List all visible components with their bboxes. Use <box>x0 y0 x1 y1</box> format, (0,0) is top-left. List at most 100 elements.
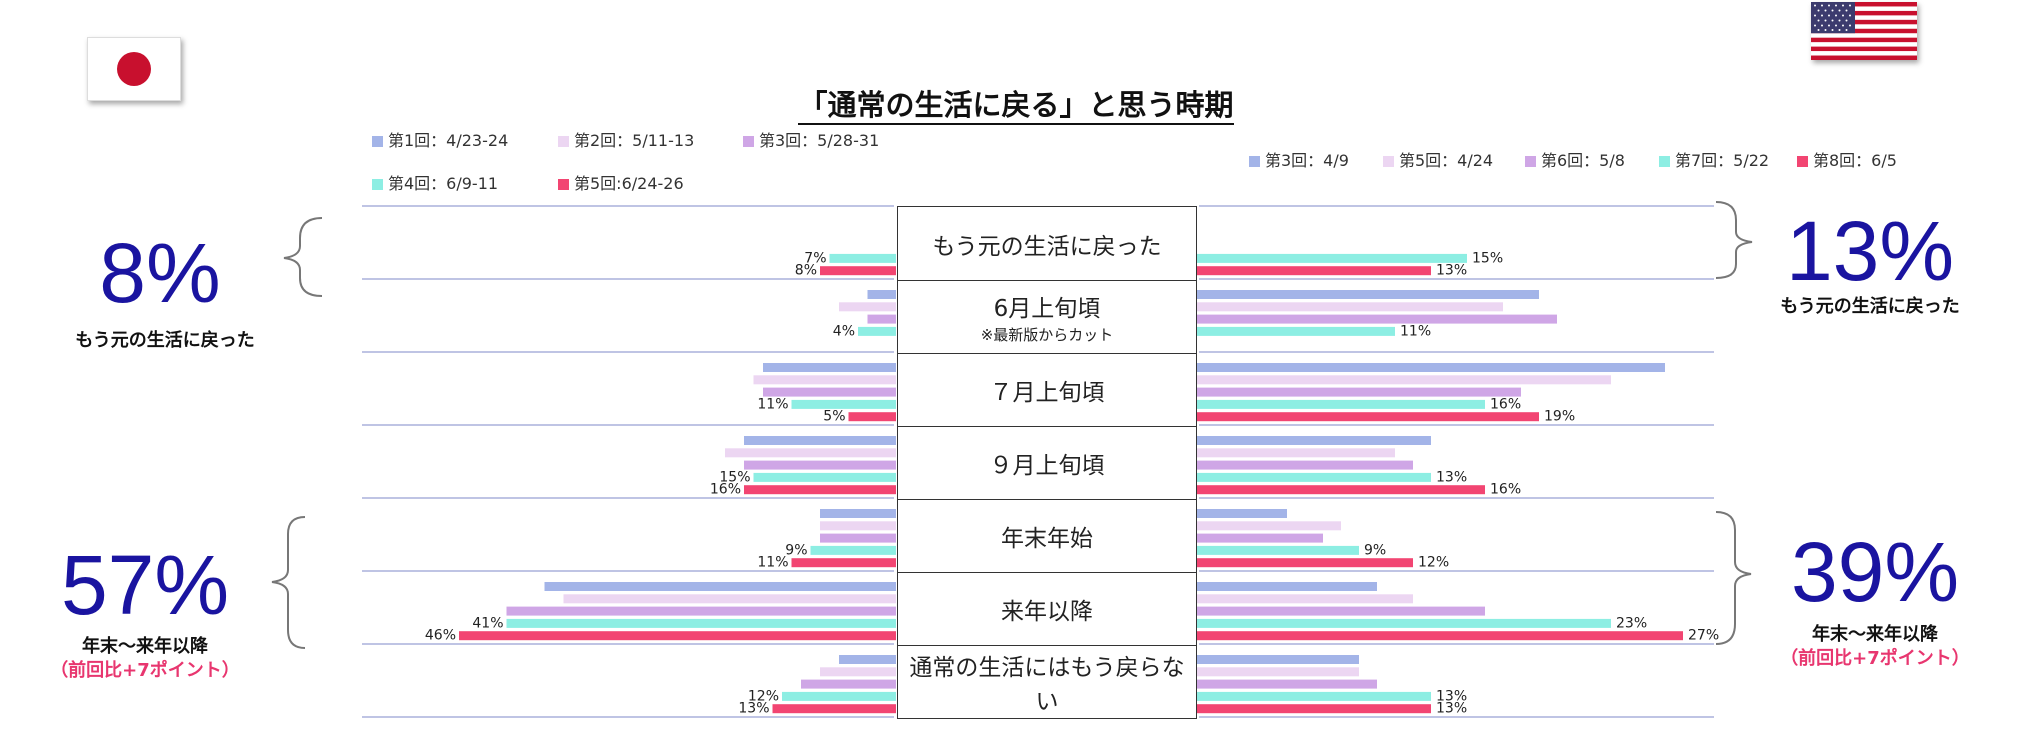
bar-jp <box>782 691 896 701</box>
brace-left-bottom <box>271 516 306 649</box>
bar-jp <box>791 399 896 409</box>
data-label-jp: 16% <box>710 482 741 498</box>
bar-us <box>1197 521 1341 531</box>
category-note: ※最新版からカット <box>980 326 1114 344</box>
data-label-us: 23% <box>1616 615 1647 631</box>
bar-us <box>1197 667 1359 677</box>
bar-us <box>1197 631 1683 641</box>
bar-us <box>1197 399 1485 409</box>
bar-jp <box>858 326 896 336</box>
bar-us <box>1197 691 1431 701</box>
legend-item-us-5: 第8回：6/5 <box>1797 147 1897 171</box>
jp-top-caption: もう元の生活に戻った <box>75 330 255 351</box>
legend-swatch <box>743 136 754 147</box>
bar-jp <box>810 545 896 555</box>
legend-item-jp-1: 第1回：4/23-24 <box>372 127 508 151</box>
bar-jp <box>725 448 896 458</box>
data-label-jp: 11% <box>757 396 788 412</box>
legend-swatch <box>1383 156 1394 167</box>
legend-swatch <box>372 136 383 147</box>
category-label: ７月上旬頃 <box>989 380 1105 406</box>
data-label-us: 19% <box>1544 409 1575 425</box>
data-label-us: 16% <box>1490 482 1521 498</box>
legend-item-jp-4: 第4回：6/9-11 <box>372 170 498 194</box>
bar-jp <box>791 558 896 568</box>
data-label-us: 15% <box>1472 250 1503 266</box>
bar-jp <box>563 594 896 604</box>
jp-bottom-caption-sub: （前回比+7ポイント） <box>50 660 240 681</box>
jp-bottom-big-number: 57% <box>60 538 230 632</box>
legend-swatch <box>1525 156 1536 167</box>
bar-us <box>1197 363 1665 372</box>
bar-jp <box>820 533 896 543</box>
category-label: 来年以降 <box>1001 599 1093 625</box>
data-label-us: 13% <box>1436 263 1467 279</box>
bar-jp <box>506 618 896 628</box>
data-label-jp: 8% <box>795 263 817 279</box>
data-label-us: 13% <box>1436 701 1467 717</box>
legend-swatch <box>558 179 569 190</box>
bar-us <box>1197 606 1485 616</box>
bar-jp <box>744 436 896 445</box>
bar-jp <box>801 679 896 689</box>
bar-jp <box>753 375 896 385</box>
legend-item-us-2: 第5回：4/24 <box>1383 147 1493 171</box>
category-box-1: もう元の生活に戻った <box>897 206 1197 281</box>
bar-us <box>1197 618 1611 628</box>
brace-right-bottom <box>1715 511 1752 645</box>
data-label-us: 13% <box>1436 469 1467 485</box>
bar-us <box>1197 704 1431 714</box>
bar-jp <box>820 521 896 531</box>
bar-us <box>1197 387 1521 397</box>
bar-us <box>1197 375 1611 385</box>
bar-us <box>1197 679 1377 689</box>
bar-us <box>1197 326 1395 336</box>
legend-swatch <box>1659 156 1670 167</box>
category-label: 通常の生活にはもう戻らない <box>909 655 1185 715</box>
bar-us <box>1197 472 1431 482</box>
data-label-jp: 11% <box>757 555 788 571</box>
chart-title: 「通常の生活に戻る」と思う時期 <box>0 82 2032 125</box>
bar-jp <box>459 631 896 641</box>
us-top-caption: もう元の生活に戻った <box>1780 296 1960 317</box>
bar-us <box>1197 448 1395 458</box>
bar-us <box>1197 302 1503 312</box>
data-label-jp: 5% <box>823 409 845 425</box>
us-bottom-caption-sub: （前回比+7ポイント） <box>1780 648 1970 669</box>
bar-us <box>1197 290 1539 299</box>
bar-jp <box>867 314 896 324</box>
category-box-3: ７月上旬頃 <box>897 354 1197 427</box>
category-box-2: 6月上旬頃 ※最新版からカット <box>897 281 1197 354</box>
legend-item-us-3: 第6回：5/8 <box>1525 147 1625 171</box>
data-label-us: 13% <box>1436 688 1467 704</box>
jp-bottom-caption: 年末～来年以降 <box>82 636 208 657</box>
bar-us <box>1197 314 1557 324</box>
data-label-jp: 9% <box>785 542 807 558</box>
brace-left-top <box>283 217 323 297</box>
data-label-jp: 13% <box>738 701 769 717</box>
bar-us <box>1197 582 1377 591</box>
data-label-jp: 46% <box>425 628 456 644</box>
bar-jp <box>820 667 896 677</box>
data-label-us: 11% <box>1400 323 1431 339</box>
bar-jp <box>867 290 896 299</box>
bar-us <box>1197 533 1323 543</box>
bar-jp <box>763 363 896 372</box>
bar-us <box>1197 509 1287 518</box>
data-label-us: 9% <box>1364 542 1386 558</box>
brace-right-top <box>1715 201 1753 279</box>
japan-flag-icon <box>87 37 181 101</box>
bar-jp <box>839 655 896 664</box>
category-label: もう元の生活に戻った <box>932 233 1162 260</box>
bar-us <box>1197 594 1413 604</box>
bar-jp <box>829 253 896 263</box>
data-label-jp: 7% <box>804 250 826 266</box>
bar-jp <box>772 704 896 714</box>
bar-jp <box>753 472 896 482</box>
legend-item-jp-2: 第2回：5/11-13 <box>558 127 694 151</box>
bar-jp <box>820 509 896 518</box>
jp-top-big-number: 8% <box>99 226 221 320</box>
bar-jp <box>848 412 896 422</box>
bar-jp <box>744 460 896 470</box>
